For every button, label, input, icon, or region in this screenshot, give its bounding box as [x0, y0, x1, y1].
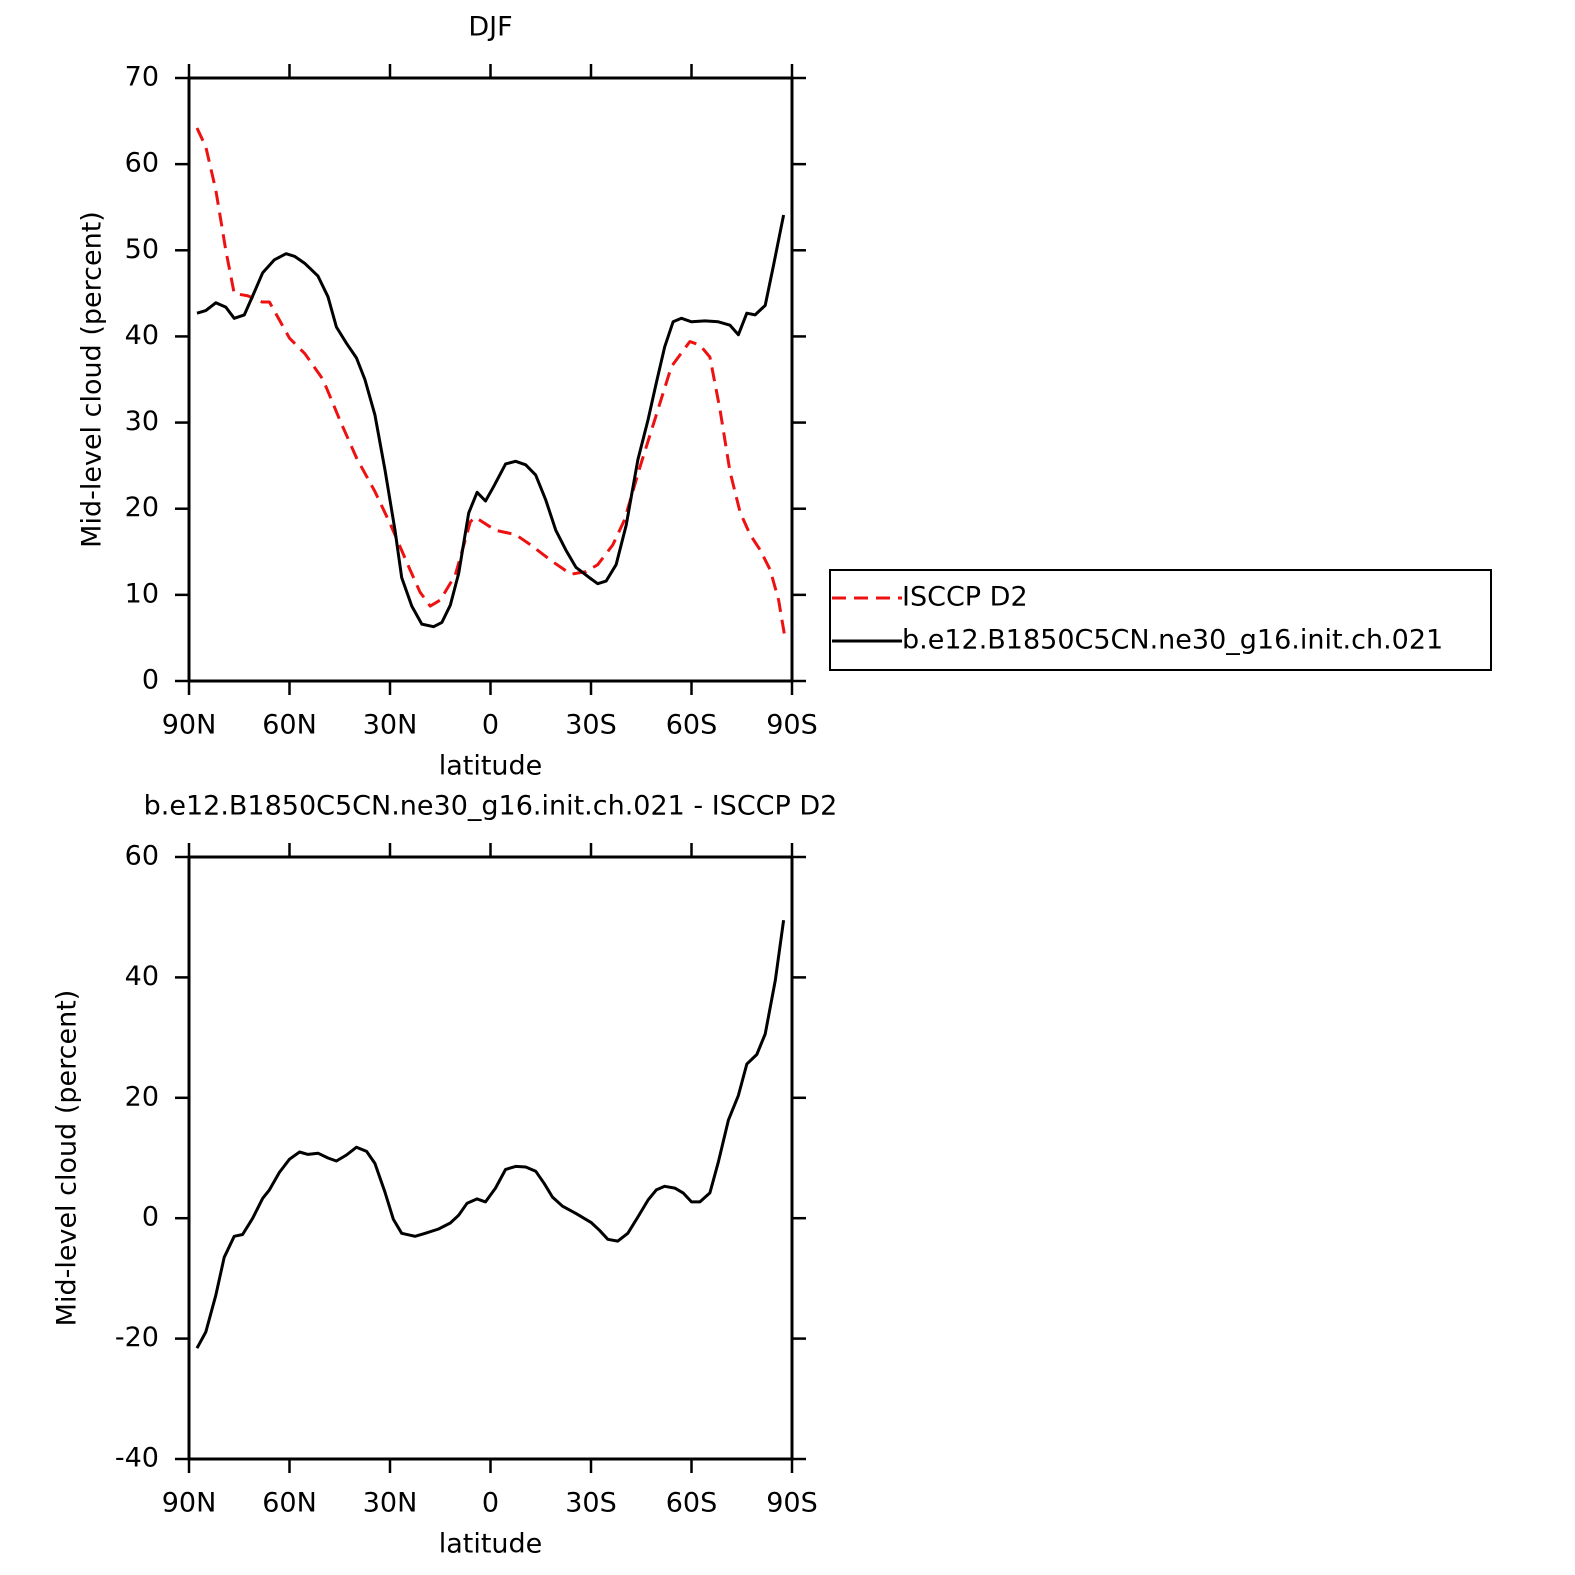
- y-tick-label: 30: [125, 406, 159, 437]
- y-tick-label: 70: [125, 62, 159, 93]
- plot-frame: [187, 76, 794, 683]
- y-axis-label: Mid-level cloud (percent): [77, 211, 108, 548]
- y-tick-label: 0: [142, 665, 159, 696]
- x-tick-label: 90N: [162, 1488, 217, 1519]
- legend: ISCCP D2 b.e12.B1850C5CN.ne30_g16.init.ch…: [829, 569, 1492, 671]
- y-tick-label: 60: [125, 841, 159, 872]
- x-tick-label: 60N: [262, 710, 317, 741]
- x-tick-label: 0: [482, 710, 499, 741]
- x-tick-label: 90S: [766, 710, 818, 741]
- y-axis-label: Mid-level cloud (percent): [52, 990, 83, 1327]
- x-axis-label: latitude: [439, 1529, 543, 1560]
- data-line: [195, 919, 786, 1349]
- legend-label: ISCCP D2: [902, 582, 1028, 613]
- x-tick-label: 60S: [666, 1488, 718, 1519]
- plot-frame: [187, 855, 794, 1461]
- x-tick-label: 60S: [666, 710, 718, 741]
- y-tick-label: -40: [115, 1443, 159, 1474]
- legend-box: [829, 569, 1492, 671]
- y-tick-label: 10: [125, 578, 159, 609]
- chart-title: b.e12.B1850C5CN.ne30_g16.init.ch.021 - I…: [144, 791, 838, 822]
- y-tick-label: 0: [142, 1202, 159, 1233]
- x-tick-label: 90S: [766, 1488, 818, 1519]
- x-tick-label: 60N: [262, 1488, 317, 1519]
- y-tick-label: 50: [125, 234, 159, 265]
- x-tick-label: 30S: [565, 710, 617, 741]
- chart-title: DJF: [468, 12, 512, 43]
- y-tick-label: 20: [125, 1081, 159, 1112]
- y-tick-label: 40: [125, 961, 159, 992]
- y-tick-label: 60: [125, 148, 159, 179]
- y-tick-label: 20: [125, 492, 159, 523]
- y-tick-label: -20: [115, 1322, 159, 1353]
- x-tick-label: 30N: [363, 1488, 418, 1519]
- x-tick-label: 90N: [162, 710, 217, 741]
- x-tick-label: 30N: [363, 710, 418, 741]
- data-line: [195, 127, 787, 640]
- y-tick-label: 40: [125, 320, 159, 351]
- legend-label: b.e12.B1850C5CN.ne30_g16.init.ch.021: [902, 625, 1443, 656]
- x-tick-label: 0: [482, 1488, 499, 1519]
- x-tick-label: 30S: [565, 1488, 617, 1519]
- data-line: [196, 214, 786, 629]
- x-axis-label: latitude: [439, 751, 543, 782]
